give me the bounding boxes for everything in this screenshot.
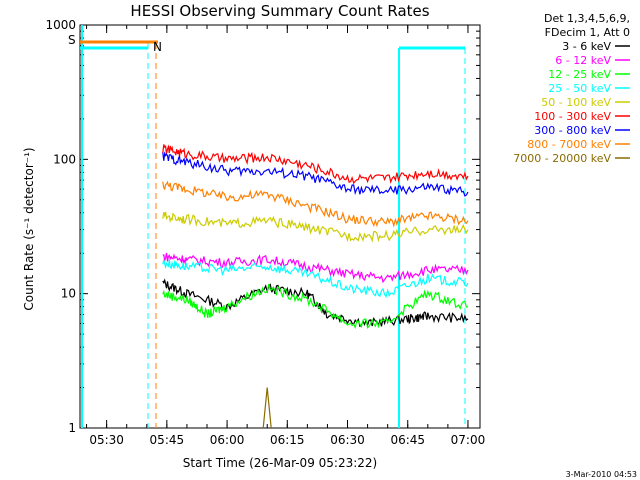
series-line: [162, 283, 469, 330]
x-tick-label: 07:00: [451, 433, 486, 447]
saa-flag-label: S: [68, 33, 76, 47]
series-line: [162, 278, 469, 328]
series-line: [162, 252, 469, 284]
legend-entry: 25 - 50 keV: [548, 82, 611, 95]
x-tick-label: 06:30: [330, 433, 365, 447]
legend-header-line: Det 1,3,4,5,6,9,: [544, 12, 630, 25]
legend-entry: 12 - 25 keV: [548, 68, 611, 81]
legend-entry: 7000 - 20000 keV: [513, 152, 611, 165]
legend-header: Det 1,3,4,5,6,9, FDecim 1, Att 0: [544, 12, 630, 39]
series-line: [162, 259, 469, 298]
x-tick-label: 06:00: [210, 433, 245, 447]
legend-header-line: FDecim 1, Att 0: [545, 26, 630, 39]
y-axis-label: Count Rate (s⁻¹ detector⁻¹): [22, 147, 36, 310]
y-tick-label: 10: [61, 287, 76, 301]
footer-timestamp: 3-Mar-2010 04:53: [566, 470, 637, 479]
y-tick-label: 1000: [45, 18, 76, 32]
x-tick-label: 05:45: [150, 433, 185, 447]
series-line: [162, 151, 469, 197]
series-line: [262, 387, 272, 429]
x-tick-label: 06:15: [270, 433, 305, 447]
night-flag-label: N: [153, 40, 162, 54]
x-axis-label: Start Time (26-Mar-09 05:23:22): [183, 456, 377, 470]
legend-entry: 100 - 300 keV: [534, 110, 611, 123]
series-line: [162, 180, 469, 228]
y-tick-label: 1: [68, 421, 76, 435]
x-tick-label: 05:30: [89, 433, 124, 447]
legend-entry: 300 - 800 keV: [534, 124, 611, 137]
legend-entry: 800 - 7000 keV: [527, 138, 611, 151]
plot-area: 05:30 05:45 06:00 06:15 06:30 06:45 07:00 1 10 10…: [45, 18, 485, 447]
series-line: [162, 144, 469, 185]
series-line: [162, 211, 469, 243]
legend-entry: 6 - 12 keV: [555, 54, 611, 67]
chart-title: HESSI Observing Summary Count Rates: [130, 2, 429, 20]
y-tick-label: 100: [53, 152, 76, 166]
plot-frame: [79, 24, 481, 429]
legend-entry: 3 - 6 keV: [562, 40, 611, 53]
x-tick-label: 06:45: [390, 433, 425, 447]
legend-entry: 50 - 100 keV: [541, 96, 611, 109]
